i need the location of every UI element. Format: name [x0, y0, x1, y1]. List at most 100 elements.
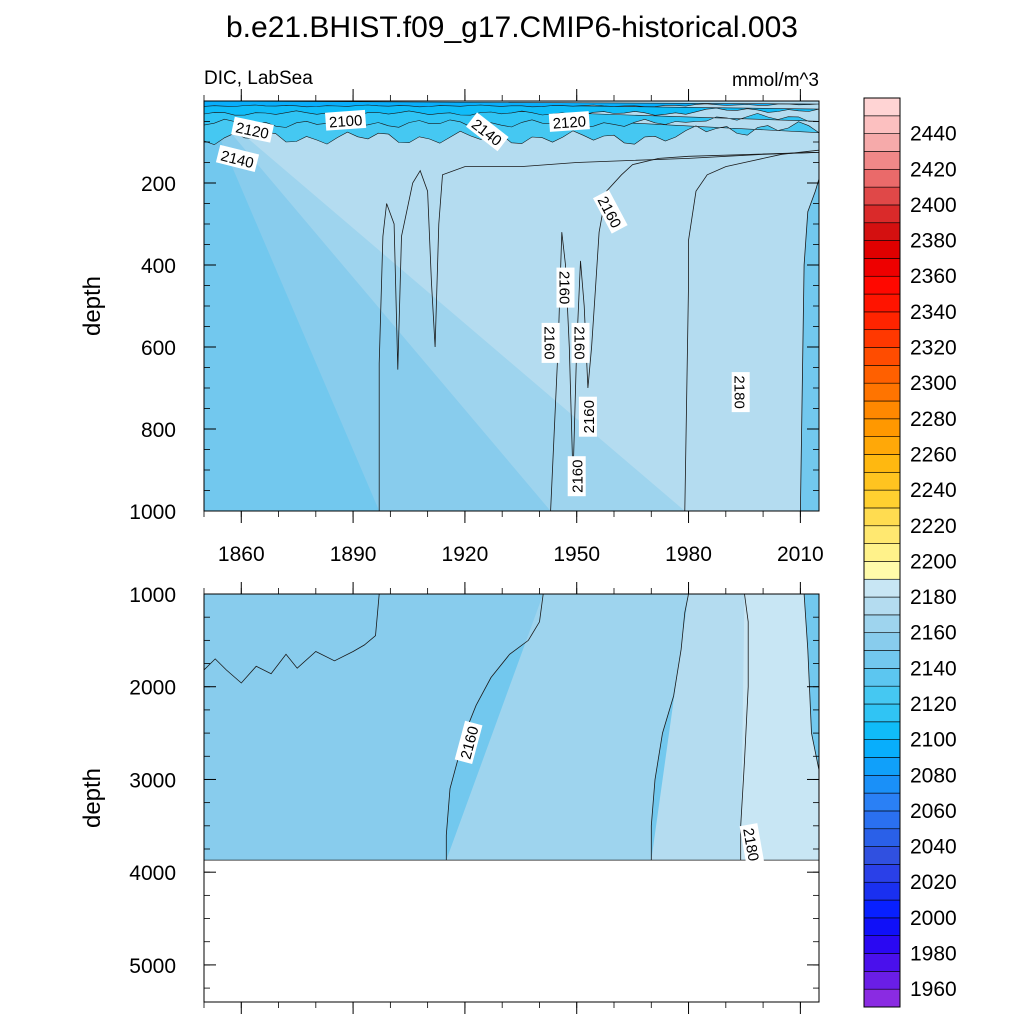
- contour-label-bg: [567, 456, 586, 497]
- contour-label-bg: [556, 267, 575, 308]
- colorbar-label: 2060: [910, 800, 957, 823]
- contour-line: [204, 101, 819, 511]
- colorbar-label: 1980: [910, 943, 957, 966]
- colorbar-swatch: [863, 578, 901, 598]
- contour-label-bg: [454, 720, 483, 765]
- contour-label-bg: [541, 322, 560, 363]
- y-tick-label: 1000: [129, 501, 176, 524]
- contour-label-bg: [325, 109, 367, 131]
- contour-label-text: 2180: [739, 827, 762, 863]
- contour-label: 2180: [739, 823, 765, 866]
- contour-label-bg: [739, 823, 765, 866]
- colorbar-label: 2260: [910, 444, 957, 467]
- colorbar-swatch: [863, 810, 901, 830]
- colorbar-swatch: [863, 632, 901, 651]
- colorbar-swatch: [863, 133, 901, 152]
- colorbar-label: 2400: [910, 194, 957, 217]
- contour-label-bg: [592, 189, 628, 234]
- colorbar-swatch: [863, 489, 901, 509]
- colorbar-swatch: [863, 935, 901, 954]
- colorbar-label: 2040: [910, 836, 957, 859]
- contour-label: 2100: [325, 109, 367, 131]
- contour-line: [204, 594, 380, 684]
- contour-line: [204, 101, 819, 511]
- colorbar-swatch: [863, 917, 901, 937]
- y-tick-label: 600: [141, 337, 176, 360]
- contour-label-bg: [731, 372, 750, 413]
- colorbar-label: 2220: [910, 515, 957, 538]
- colorbar-label: 1960: [910, 978, 957, 1001]
- colorbar-label: 2000: [910, 907, 957, 930]
- y-tick-label: 800: [141, 419, 176, 442]
- contour-line: [446, 594, 689, 861]
- contour-line: [740, 594, 819, 861]
- colorbar-swatch: [863, 347, 901, 366]
- contour-label-text: 2100: [328, 112, 362, 131]
- colorbar-label: 2200: [910, 550, 957, 573]
- colorbar-label: 2360: [910, 265, 957, 288]
- colorbar-swatch: [863, 329, 901, 348]
- contour-label-bg: [571, 322, 590, 363]
- x-tick-label: 1980: [665, 543, 712, 566]
- colorbar-swatch: [863, 739, 901, 758]
- figure-title: b.e21.BHIST.f09_g17.CMIP6-historical.003: [226, 11, 798, 44]
- contour-label-bg: [548, 111, 590, 132]
- y-tick-label: 400: [141, 255, 176, 278]
- colorbar-swatch: [863, 507, 901, 527]
- y-tick-label: 3000: [129, 769, 176, 792]
- colorbar-swatch: [863, 186, 901, 206]
- lower-y-axis-label: depth: [79, 768, 106, 828]
- x-tick-label: 1920: [442, 543, 489, 566]
- colorbar-label: 2080: [910, 764, 957, 787]
- colorbar-swatch: [863, 400, 901, 420]
- contour-label: 2160: [567, 456, 587, 497]
- surface-layer: [204, 101, 819, 108]
- y-tick-label: 5000: [129, 955, 176, 978]
- upper-y-axis-label: depth: [79, 276, 106, 336]
- y-tick-label: 1000: [129, 584, 176, 607]
- contour-label: 2120: [548, 111, 590, 133]
- colorbar-swatch: [863, 561, 901, 580]
- colorbar-label: 2140: [910, 657, 957, 680]
- x-tick-label: 1890: [330, 543, 377, 566]
- contour-line: [204, 594, 544, 861]
- colorbar-swatch: [863, 293, 901, 313]
- contour-line: [204, 101, 819, 511]
- colorbar-label: 2440: [910, 123, 957, 146]
- units-label: mmol/m^3: [732, 70, 819, 91]
- contour-label-text: 2120: [234, 119, 270, 143]
- band-fill: [740, 594, 819, 861]
- y-tick-label: 200: [141, 173, 176, 196]
- contour-label: 2120: [231, 116, 274, 143]
- colorbar-label: 2300: [910, 372, 957, 395]
- band-fill: [204, 101, 819, 511]
- band-fill: [204, 594, 544, 861]
- colorbar-swatch: [863, 222, 901, 241]
- band-fill: [651, 594, 749, 861]
- contour-line: [204, 101, 819, 511]
- colorbar-swatch: [863, 115, 901, 134]
- colorbar-swatch: [863, 543, 901, 562]
- y-tick-label: 2000: [129, 677, 176, 700]
- colorbar-frame: [863, 97, 901, 1008]
- contour-label: 2160: [571, 322, 590, 363]
- panel-frame: [203, 593, 820, 1003]
- colorbar-swatch: [863, 881, 901, 901]
- colorbar-swatch: [863, 525, 901, 544]
- contour-label-text: 2160: [581, 400, 598, 433]
- x-tick-label: 1950: [553, 543, 600, 566]
- colorbar-swatch: [863, 471, 901, 491]
- contour-label: 2180: [731, 372, 750, 413]
- colorbar-swatch: [863, 988, 901, 1008]
- colorbar-swatch: [863, 668, 901, 687]
- band-fill: [446, 594, 689, 861]
- contour-label-text: 2160: [556, 271, 573, 304]
- colorbar-swatch: [863, 953, 901, 972]
- colorbar-swatch: [863, 614, 901, 634]
- contour-label-bg: [231, 116, 274, 143]
- contour-label-bg: [465, 112, 509, 152]
- contour-label-text: 2160: [541, 326, 558, 359]
- contour-label: 2160: [454, 720, 483, 765]
